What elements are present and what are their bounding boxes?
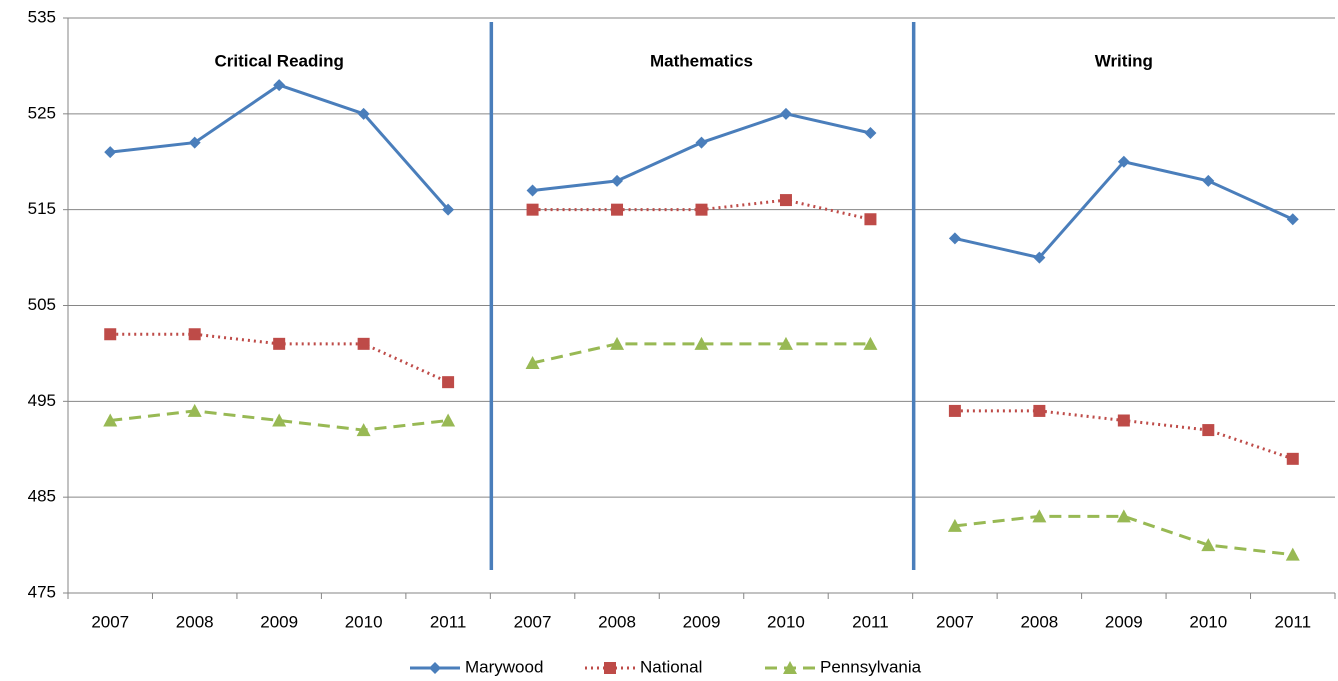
y-tick-label: 525 [28,103,56,122]
marker [1286,452,1299,465]
marker [1286,213,1299,226]
marker [441,413,456,427]
marker [947,518,962,532]
marker [188,328,201,341]
legend-label: Pennsylvania [820,657,922,676]
panel-title: Writing [1095,51,1153,70]
marker [103,413,118,427]
marker [1201,538,1216,552]
series-line [532,112,871,192]
marker [604,662,616,674]
marker [356,423,371,437]
y-tick-label: 485 [28,487,56,506]
marker [1033,404,1046,417]
marker [948,232,961,245]
marker [273,337,286,350]
marker [611,203,624,216]
marker [1117,155,1130,168]
marker [526,203,539,216]
series-line [110,83,450,211]
marker [1202,424,1215,437]
marker [187,403,202,417]
x-tick-label: 2007 [514,612,552,631]
y-tick-label: 505 [28,295,56,314]
marker [272,413,287,427]
marker [1117,414,1130,427]
marker [357,107,370,120]
y-tick-label: 495 [28,391,56,410]
x-tick-label: 2011 [852,612,889,631]
y-tick-label: 475 [28,582,56,601]
marker [104,146,117,159]
series-line [954,514,1293,557]
y-tick-label: 535 [28,7,56,26]
marker [863,336,878,350]
marker [948,404,961,417]
marker [188,136,201,149]
y-tick-label: 515 [28,199,56,218]
panel-title: Mathematics [650,51,753,70]
x-tick-label: 2010 [345,612,383,631]
panel-title: Critical Reading [214,51,343,70]
marker [694,336,709,350]
marker [442,203,455,216]
x-tick-label: 2008 [176,612,214,631]
marker [357,337,370,350]
marker [1285,547,1300,561]
x-tick-label: 2009 [1105,612,1143,631]
x-tick-label: 2007 [936,612,974,631]
marker [610,336,625,350]
marker [442,376,455,389]
marker [611,174,624,187]
marker [779,194,792,207]
marker [273,79,286,92]
marker [695,203,708,216]
marker [1116,509,1131,523]
x-tick-label: 2011 [430,612,467,631]
marker [778,336,793,350]
marker [695,136,708,149]
marker [864,213,877,226]
marker [525,356,540,369]
marker [783,661,797,674]
marker [429,662,441,674]
marker [1033,251,1046,264]
x-tick-label: 2009 [683,612,721,631]
x-tick-label: 2008 [598,612,636,631]
x-tick-label: 2009 [260,612,298,631]
legend-label: National [640,657,702,676]
x-tick-label: 2010 [1189,612,1227,631]
legend-label: Marywood [465,657,543,676]
marker [526,184,539,197]
marker [1202,174,1215,187]
marker [779,107,792,120]
marker [1032,509,1047,523]
x-tick-label: 2010 [767,612,805,631]
marker [104,328,117,341]
marker [864,127,877,139]
x-tick-label: 2008 [1020,612,1058,631]
x-tick-label: 2007 [91,612,129,631]
x-tick-label: 2011 [1274,612,1311,631]
